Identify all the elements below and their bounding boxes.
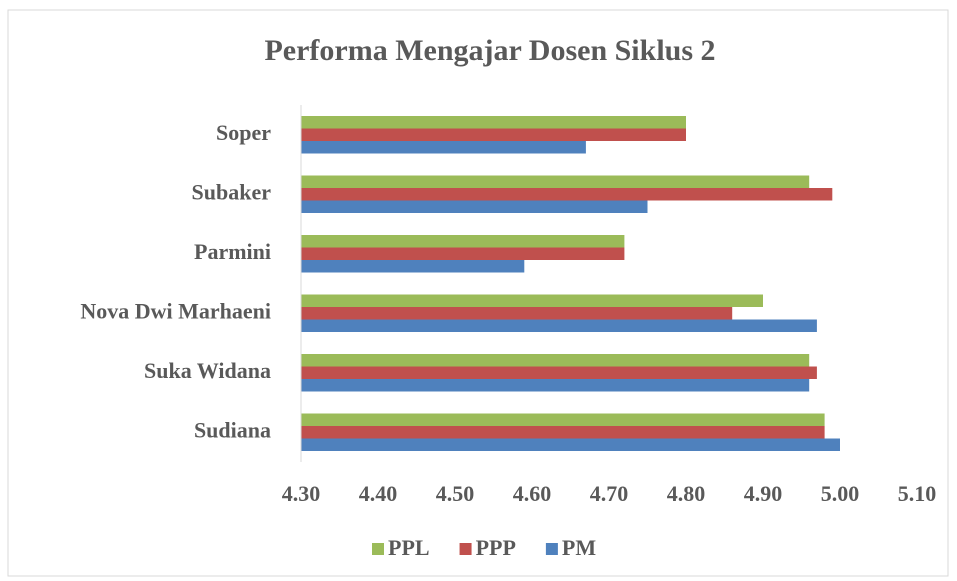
chart-border <box>7 9 949 577</box>
bar <box>301 247 625 260</box>
bar <box>301 175 810 188</box>
legend-swatch <box>459 543 472 555</box>
y-tick-label: Subaker <box>192 179 272 204</box>
y-tick-label: Suka Widana <box>144 358 271 383</box>
bar <box>301 307 733 320</box>
bar <box>301 235 625 248</box>
bar <box>301 426 825 439</box>
bar <box>301 188 833 201</box>
x-tick-label: 4.90 <box>744 481 783 506</box>
bar <box>301 319 817 332</box>
bar <box>301 379 810 392</box>
bar <box>301 366 817 379</box>
y-tick-label: Nova Dwi Marhaeni <box>80 298 271 323</box>
legend-swatch <box>372 543 384 555</box>
bar <box>301 128 686 141</box>
y-tick-label: Soper <box>216 120 271 145</box>
bar <box>301 294 763 307</box>
bar <box>301 116 686 129</box>
legend-swatch <box>545 543 558 555</box>
x-tick-label: 4.40 <box>359 481 398 506</box>
y-tick-label: Sudiana <box>194 417 271 442</box>
bar <box>301 141 586 154</box>
chart-title: Performa Mengajar Dosen Siklus 2 <box>264 34 715 67</box>
bar <box>301 438 840 451</box>
x-tick-label: 4.50 <box>436 481 475 506</box>
x-tick-label: 4.80 <box>667 481 706 506</box>
x-tick-label: 5.00 <box>821 481 860 506</box>
y-tick-label: Parmini <box>194 239 271 264</box>
bar <box>301 260 525 273</box>
legend-label: PPP <box>476 535 516 560</box>
x-tick-label: 4.70 <box>590 481 629 506</box>
legend-label: PPL <box>388 535 430 560</box>
bar <box>301 413 825 426</box>
x-tick-label: 4.30 <box>282 481 321 506</box>
legend-label: PM <box>562 535 596 560</box>
bar <box>301 354 810 367</box>
bar <box>301 200 648 213</box>
x-tick-label: 5.10 <box>898 481 937 506</box>
x-tick-label: 4.60 <box>513 481 552 506</box>
